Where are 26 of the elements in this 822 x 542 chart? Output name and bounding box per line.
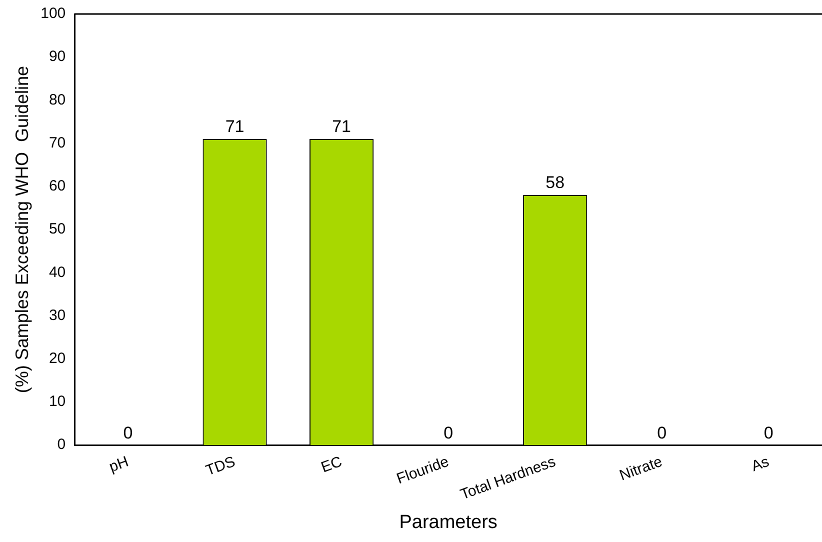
x-axis-title: Parameters: [399, 512, 498, 533]
x-tick-label: As: [749, 453, 772, 476]
x-tick-label: Flouride: [394, 453, 452, 488]
data-label: 0: [123, 423, 133, 442]
data-label: 0: [764, 423, 774, 442]
y-tick-label: 0: [57, 436, 66, 454]
x-tick-label: pH: [106, 453, 131, 476]
y-tick-label: 50: [48, 220, 66, 238]
y-tick-label: 80: [48, 91, 66, 108]
y-tick-label: 70: [48, 134, 66, 152]
y-tick-label: 40: [48, 264, 66, 281]
y-tick-label: 60: [48, 178, 66, 195]
data-label: 0: [444, 423, 454, 442]
x-tick-label: EC: [318, 453, 344, 476]
y-tick-label: 90: [48, 48, 66, 66]
x-tick-label: TDS: [204, 453, 238, 480]
y-tick-label: 20: [48, 350, 66, 367]
data-label: 0: [657, 423, 667, 442]
data-label: 71: [225, 117, 244, 136]
data-label: 71: [332, 117, 352, 136]
y-tick-label: 30: [48, 306, 66, 324]
y-tick-label: 100: [40, 5, 66, 22]
y-tick-label: 10: [48, 393, 66, 410]
data-label: 58: [546, 173, 565, 192]
x-tick-label: Nitrate: [617, 453, 665, 484]
y-axis-title: (%) Samples Exceeding WHO Guideline: [12, 66, 32, 394]
